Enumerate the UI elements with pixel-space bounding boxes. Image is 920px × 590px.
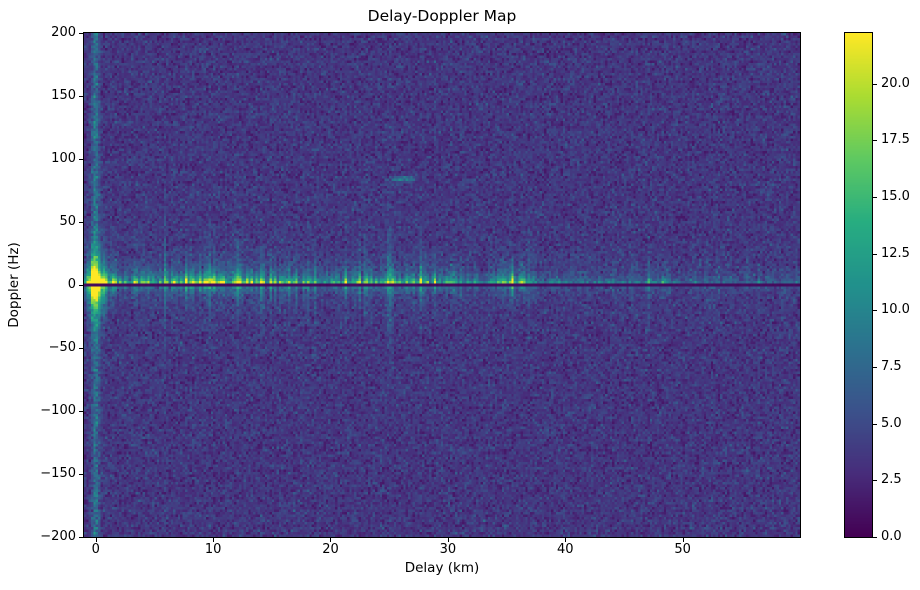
x-tick-mark xyxy=(213,538,215,542)
colorbar-gradient-canvas xyxy=(845,33,872,537)
colorbar-tick-label: 15.0 xyxy=(881,188,910,204)
y-tick-label: −150 xyxy=(40,466,76,481)
colorbar-tick-mark xyxy=(873,423,877,425)
colorbar-tick-label: 0.0 xyxy=(881,529,902,544)
colorbar-tick-mark xyxy=(873,253,877,255)
x-tick-mark xyxy=(95,538,97,542)
y-tick-label: 50 xyxy=(59,214,76,229)
y-tick-mark xyxy=(79,159,83,160)
x-tick-mark xyxy=(682,538,684,542)
colorbar xyxy=(844,32,873,538)
colorbar-tick-label: 5.0 xyxy=(881,415,902,431)
y-tick-mark xyxy=(79,537,83,538)
y-tick-label: 200 xyxy=(51,25,76,40)
colorbar-tick-mark xyxy=(873,140,877,142)
y-tick-label: −50 xyxy=(48,340,76,355)
colorbar-tick-label: 12.5 xyxy=(881,245,910,261)
colorbar-tick-label: 20.0 xyxy=(881,75,910,91)
x-tick-label: 10 xyxy=(204,542,222,557)
y-tick-mark xyxy=(79,222,83,223)
colorbar-tick-mark xyxy=(873,196,877,198)
colorbar-tick-mark xyxy=(873,83,877,85)
colorbar-tick-mark xyxy=(873,537,877,538)
y-tick-label: −100 xyxy=(40,403,76,418)
colorbar-tick-mark xyxy=(873,480,877,482)
x-tick-label: 20 xyxy=(322,542,339,557)
x-tick-label: 30 xyxy=(439,542,457,557)
y-axis-label: Doppler (Hz) xyxy=(6,242,22,328)
x-tick-label: 40 xyxy=(556,542,574,557)
colorbar-tick-mark xyxy=(873,310,877,312)
y-tick-mark xyxy=(79,96,83,97)
colorbar-tick-mark xyxy=(873,366,877,368)
delay-doppler-heatmap-canvas xyxy=(84,33,800,537)
colorbar-tick-label: 7.5 xyxy=(881,358,902,374)
y-tick-mark xyxy=(79,348,83,349)
x-axis-label: Delay (km) xyxy=(404,560,480,576)
y-tick-mark xyxy=(79,474,83,475)
colorbar-tick-label: 2.5 xyxy=(881,472,902,488)
x-tick-mark xyxy=(447,538,449,542)
y-tick-label: 150 xyxy=(51,88,76,103)
colorbar-tick-label: 17.5 xyxy=(881,132,910,148)
y-tick-mark xyxy=(79,33,83,34)
y-tick-label: −200 xyxy=(40,529,76,544)
y-tick-label: 0 xyxy=(67,277,76,292)
x-tick-mark xyxy=(330,538,332,542)
plot-area xyxy=(83,32,801,538)
colorbar-tick-label: 10.0 xyxy=(881,302,910,318)
x-tick-label: 0 xyxy=(91,542,100,557)
y-tick-label: 100 xyxy=(51,151,76,166)
y-tick-mark xyxy=(79,411,83,412)
x-tick-mark xyxy=(565,538,567,542)
x-tick-label: 50 xyxy=(674,542,691,557)
y-tick-mark xyxy=(79,285,83,286)
chart-title: Delay-Doppler Map xyxy=(367,7,517,25)
